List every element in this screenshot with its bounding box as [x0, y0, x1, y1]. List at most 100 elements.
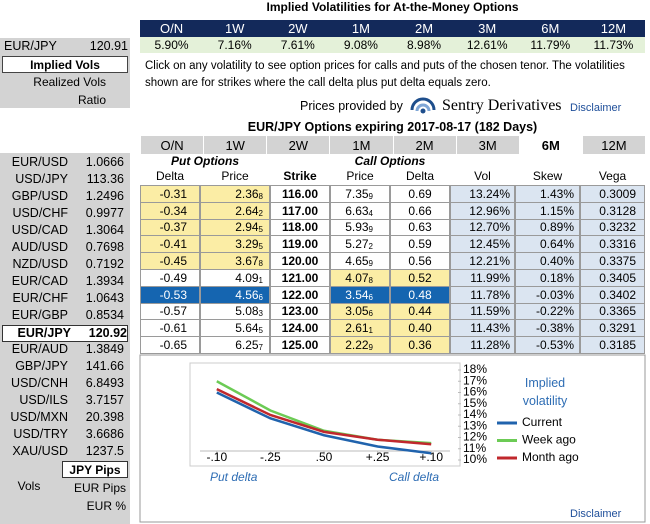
- skew[interactable]: 1.43%: [515, 185, 580, 203]
- vega[interactable]: 0.3009: [580, 185, 645, 203]
- pair-row[interactable]: XAU/USD 1237.5: [0, 444, 130, 461]
- call-delta[interactable]: 0.56: [390, 252, 450, 270]
- unit-option[interactable]: JPY Pips: [62, 461, 128, 478]
- atm-vol[interactable]: 11.73%: [581, 37, 645, 53]
- put-price[interactable]: 2.64 2: [200, 201, 270, 220]
- call-delta[interactable]: 0.36: [390, 336, 450, 354]
- tenor-tab[interactable]: 1M: [329, 136, 393, 154]
- put-delta[interactable]: -0.49: [140, 269, 200, 287]
- strike[interactable]: 120.00: [270, 252, 330, 270]
- skew[interactable]: -0.53%: [515, 336, 580, 354]
- strike[interactable]: 116.00: [270, 185, 330, 203]
- vega[interactable]: 0.3405: [580, 269, 645, 287]
- unit-option[interactable]: EUR %: [86, 498, 126, 513]
- vega[interactable]: 0.3402: [580, 285, 645, 304]
- pair-row[interactable]: USD/CAD 1.3064: [0, 223, 130, 240]
- pair-row[interactable]: NZD/USD 0.7192: [0, 257, 130, 274]
- atm-vol[interactable]: 5.90%: [140, 37, 204, 53]
- chart-disclaimer[interactable]: Disclaimer: [570, 508, 622, 520]
- disclaimer[interactable]: Disclaimer: [570, 102, 622, 114]
- pair-row[interactable]: USD/JPY 113.36: [0, 172, 130, 189]
- atm-vol[interactable]: 7.16%: [203, 37, 267, 53]
- put-price[interactable]: 4.09 1: [200, 269, 270, 287]
- put-delta[interactable]: -0.53: [140, 285, 200, 304]
- pair-row[interactable]: USD/CHF 0.9977: [0, 206, 130, 223]
- skew[interactable]: 0.64%: [515, 235, 580, 254]
- call-price[interactable]: 2.22 9: [330, 336, 390, 354]
- tenor-tab[interactable]: 6M: [518, 136, 582, 154]
- vol[interactable]: 13.24%: [450, 185, 515, 203]
- vol[interactable]: 11.28%: [450, 336, 515, 354]
- vega[interactable]: 0.3128: [580, 201, 645, 220]
- call-delta[interactable]: 0.40: [390, 319, 450, 338]
- skew[interactable]: -0.22%: [515, 302, 580, 321]
- put-delta[interactable]: -0.34: [140, 201, 200, 220]
- pair-row[interactable]: USD/CNH 6.8493: [0, 376, 130, 393]
- vega[interactable]: 0.3375: [580, 252, 645, 270]
- vol[interactable]: 11.59%: [450, 302, 515, 321]
- atm-vol[interactable]: 11.79%: [518, 37, 582, 53]
- strike[interactable]: 117.00: [270, 201, 330, 220]
- pair-row[interactable]: GBP/USD 1.2496: [0, 189, 130, 206]
- put-price[interactable]: 5.08 3: [200, 302, 270, 321]
- put-delta[interactable]: -0.37: [140, 218, 200, 237]
- atm-vol[interactable]: 8.98%: [392, 37, 456, 53]
- vega[interactable]: 0.3365: [580, 302, 645, 321]
- put-delta[interactable]: -0.57: [140, 302, 200, 321]
- put-price[interactable]: 2.94 5: [200, 218, 270, 237]
- vol[interactable]: 12.96%: [450, 201, 515, 220]
- vol[interactable]: 11.43%: [450, 319, 515, 338]
- call-delta[interactable]: 0.59: [390, 235, 450, 254]
- vol[interactable]: 11.99%: [450, 269, 515, 287]
- vol[interactable]: 11.78%: [450, 285, 515, 304]
- pair-row[interactable]: EUR/AUD 1.3849: [0, 342, 130, 359]
- tenor-tab[interactable]: 12M: [581, 136, 645, 154]
- call-price[interactable]: 4.07 8: [330, 269, 390, 287]
- call-delta[interactable]: 0.66: [390, 201, 450, 220]
- mode-option[interactable]: Realized Vols: [33, 75, 106, 89]
- call-price[interactable]: 5.27 2: [330, 235, 390, 254]
- put-delta[interactable]: -0.41: [140, 235, 200, 254]
- skew[interactable]: -0.38%: [515, 319, 580, 338]
- call-price[interactable]: 3.54 6: [330, 285, 390, 304]
- vega[interactable]: 0.3291: [580, 319, 645, 338]
- mode-option[interactable]: Ratio: [77, 92, 106, 107]
- put-delta[interactable]: -0.31: [140, 185, 200, 203]
- atm-vol[interactable]: 9.08%: [329, 37, 393, 53]
- put-delta[interactable]: -0.65: [140, 336, 200, 354]
- strike[interactable]: 121.00: [270, 269, 330, 287]
- put-price[interactable]: 3.29 5: [200, 235, 270, 254]
- call-price[interactable]: 3.05 6: [330, 302, 390, 321]
- call-delta[interactable]: 0.52: [390, 269, 450, 287]
- vega[interactable]: 0.3316: [580, 235, 645, 254]
- call-delta[interactable]: 0.44: [390, 302, 450, 321]
- strike[interactable]: 122.00: [270, 285, 330, 304]
- mode-option[interactable]: Implied Vols: [2, 56, 128, 73]
- pair-row[interactable]: EUR/CHF 1.0643: [0, 291, 130, 308]
- call-price[interactable]: 4.65 9: [330, 252, 390, 270]
- atm-vol[interactable]: 12.61%: [455, 37, 519, 53]
- put-price[interactable]: 3.67 8: [200, 252, 270, 270]
- pair-row[interactable]: USD/TRY 3.6686: [0, 427, 130, 444]
- strike[interactable]: 125.00: [270, 336, 330, 354]
- pair-row[interactable]: EUR/CAD 1.3934: [0, 274, 130, 291]
- put-delta[interactable]: -0.61: [140, 319, 200, 338]
- put-price[interactable]: 6.25 7: [200, 336, 270, 354]
- call-delta[interactable]: 0.63: [390, 218, 450, 237]
- skew[interactable]: 0.89%: [515, 218, 580, 237]
- tenor-tab[interactable]: 3M: [455, 136, 519, 154]
- pair-row[interactable]: USD/MXN 20.398: [0, 410, 130, 427]
- pair-row[interactable]: GBP/JPY 141.66: [0, 359, 130, 376]
- skew[interactable]: 1.15%: [515, 201, 580, 220]
- call-price[interactable]: 2.61 1: [330, 319, 390, 338]
- skew[interactable]: 0.18%: [515, 269, 580, 287]
- call-price[interactable]: 7.35 9: [330, 185, 390, 203]
- vol[interactable]: 12.70%: [450, 218, 515, 237]
- pair-row[interactable]: AUD/USD 0.7698: [0, 240, 130, 257]
- atm-vol[interactable]: 7.61%: [266, 37, 330, 53]
- call-delta[interactable]: 0.69: [390, 185, 450, 203]
- call-delta[interactable]: 0.48: [390, 285, 450, 304]
- tenor-tab[interactable]: O/N: [140, 136, 204, 154]
- call-price[interactable]: 6.63 4: [330, 201, 390, 220]
- pair-row[interactable]: USD/ILS 3.7157: [0, 393, 130, 410]
